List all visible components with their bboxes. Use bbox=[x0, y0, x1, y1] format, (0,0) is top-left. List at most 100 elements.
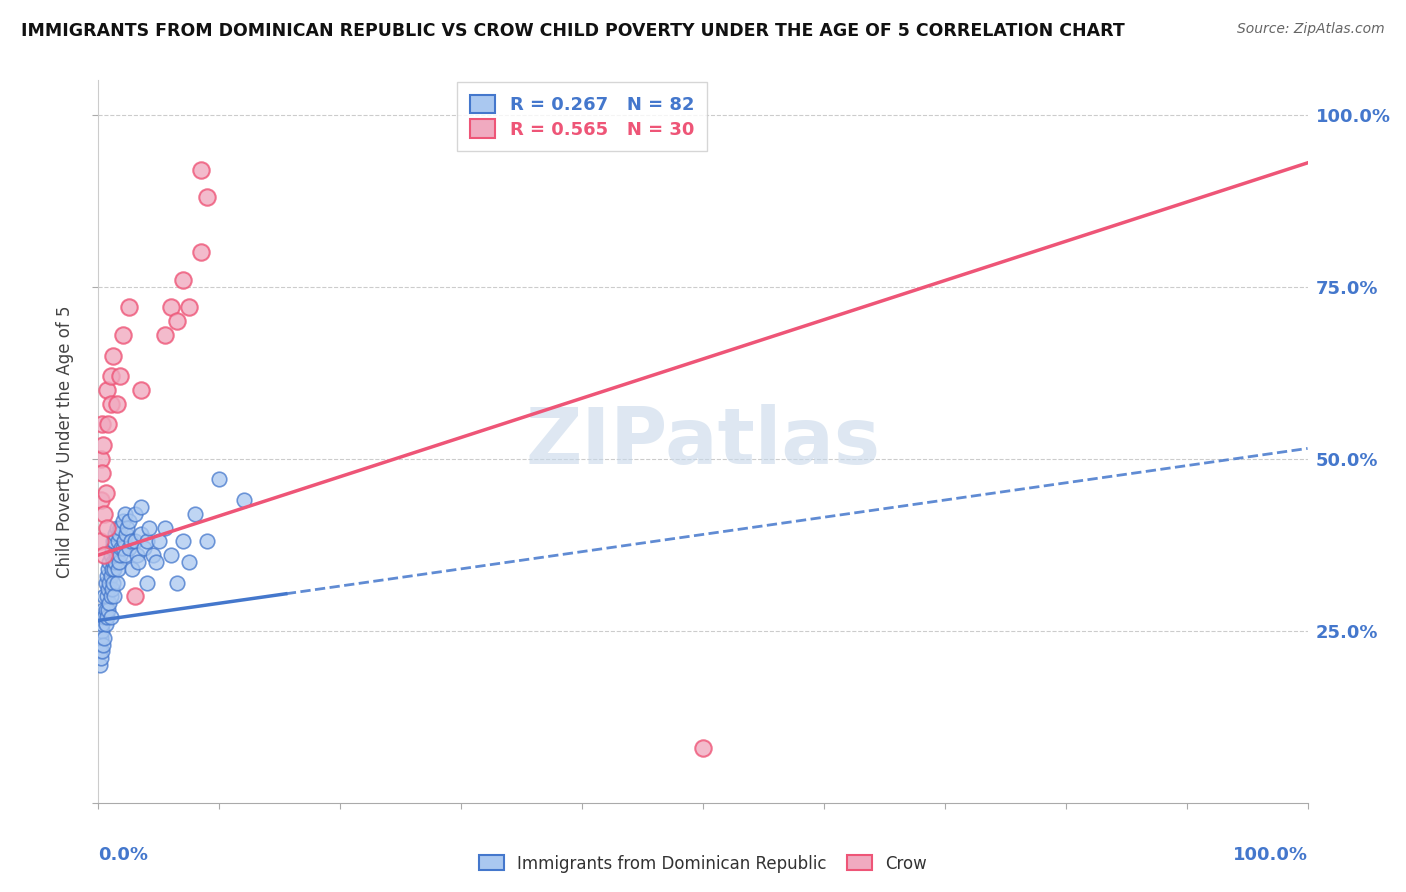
Point bbox=[107, 562, 129, 576]
Point bbox=[93, 590, 115, 604]
Point bbox=[118, 514, 141, 528]
Point bbox=[97, 562, 120, 576]
Point bbox=[124, 590, 146, 604]
Point bbox=[184, 507, 207, 521]
Point bbox=[89, 534, 111, 549]
Point bbox=[105, 397, 128, 411]
Point bbox=[100, 562, 122, 576]
Point bbox=[111, 327, 134, 342]
Point bbox=[97, 582, 120, 597]
Point bbox=[100, 610, 122, 624]
Point bbox=[104, 527, 127, 541]
Point bbox=[127, 548, 149, 562]
Point bbox=[166, 314, 188, 328]
Point bbox=[96, 590, 118, 604]
Point bbox=[94, 603, 117, 617]
Point bbox=[91, 603, 114, 617]
Point bbox=[104, 555, 127, 569]
Point bbox=[91, 417, 114, 432]
Point bbox=[91, 438, 114, 452]
Point bbox=[100, 582, 122, 597]
Legend: Immigrants from Dominican Republic, Crow: Immigrants from Dominican Republic, Crow bbox=[472, 848, 934, 880]
Point bbox=[115, 527, 138, 541]
Point bbox=[91, 624, 114, 638]
Point bbox=[172, 273, 194, 287]
Point bbox=[114, 507, 136, 521]
Point bbox=[111, 541, 134, 556]
Point bbox=[90, 451, 112, 466]
Point bbox=[108, 548, 131, 562]
Point bbox=[96, 568, 118, 582]
Point bbox=[100, 397, 122, 411]
Point bbox=[100, 548, 122, 562]
Point bbox=[195, 534, 218, 549]
Point bbox=[100, 541, 122, 556]
Point bbox=[145, 555, 167, 569]
Point bbox=[90, 631, 112, 645]
Point bbox=[110, 541, 132, 556]
Point bbox=[195, 190, 218, 204]
Point bbox=[91, 638, 114, 652]
Y-axis label: Child Poverty Under the Age of 5: Child Poverty Under the Age of 5 bbox=[56, 305, 75, 578]
Point bbox=[91, 644, 114, 658]
Point bbox=[129, 500, 152, 514]
Point bbox=[111, 514, 134, 528]
Legend: R = 0.267   N = 82, R = 0.565   N = 30: R = 0.267 N = 82, R = 0.565 N = 30 bbox=[457, 82, 707, 152]
Point bbox=[90, 493, 112, 508]
Point bbox=[101, 555, 124, 569]
Point bbox=[103, 562, 125, 576]
Point bbox=[94, 616, 117, 631]
Point bbox=[160, 548, 183, 562]
Point bbox=[124, 507, 146, 521]
Point bbox=[148, 534, 170, 549]
Point bbox=[89, 658, 111, 673]
Point bbox=[103, 534, 125, 549]
Point bbox=[101, 575, 124, 590]
Point bbox=[124, 534, 146, 549]
Point bbox=[190, 245, 212, 260]
Point bbox=[190, 162, 212, 177]
Point bbox=[208, 472, 231, 486]
Point bbox=[94, 575, 117, 590]
Point bbox=[93, 548, 115, 562]
Point bbox=[232, 493, 254, 508]
Point bbox=[96, 520, 118, 534]
Text: ZIPatlas: ZIPatlas bbox=[526, 403, 880, 480]
Point bbox=[100, 590, 122, 604]
Point bbox=[179, 555, 201, 569]
Point bbox=[98, 575, 121, 590]
Point bbox=[107, 534, 129, 549]
Point bbox=[120, 534, 142, 549]
Point bbox=[96, 383, 118, 397]
Point bbox=[93, 610, 115, 624]
Point bbox=[134, 541, 156, 556]
Point bbox=[138, 520, 160, 534]
Point bbox=[108, 527, 131, 541]
Point bbox=[89, 644, 111, 658]
Point bbox=[108, 520, 131, 534]
Point bbox=[118, 301, 141, 315]
Point bbox=[118, 541, 141, 556]
Point bbox=[93, 507, 115, 521]
Point bbox=[97, 417, 120, 432]
Point bbox=[101, 349, 124, 363]
Point bbox=[129, 527, 152, 541]
Point bbox=[105, 575, 128, 590]
Point bbox=[98, 596, 121, 610]
Point bbox=[96, 610, 118, 624]
Point bbox=[129, 383, 152, 397]
Point bbox=[103, 590, 125, 604]
Text: 0.0%: 0.0% bbox=[98, 847, 149, 864]
Point bbox=[105, 548, 128, 562]
Point bbox=[153, 520, 176, 534]
Text: 100.0%: 100.0% bbox=[1233, 847, 1308, 864]
Point bbox=[97, 603, 120, 617]
Point bbox=[179, 301, 201, 315]
Point bbox=[100, 568, 122, 582]
Point bbox=[91, 466, 114, 480]
Point bbox=[692, 740, 714, 755]
Point bbox=[91, 616, 114, 631]
Point bbox=[108, 555, 131, 569]
Text: Source: ZipAtlas.com: Source: ZipAtlas.com bbox=[1237, 22, 1385, 37]
Point bbox=[114, 548, 136, 562]
